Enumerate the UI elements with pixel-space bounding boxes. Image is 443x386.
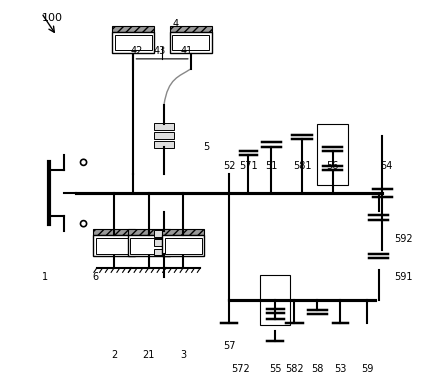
Text: 6: 6 (92, 272, 98, 282)
Text: 53: 53 (334, 364, 346, 374)
Bar (155, 141, 174, 148)
Bar (93, 235, 135, 256)
Bar (155, 239, 174, 246)
Text: 55: 55 (269, 364, 281, 374)
Text: 582: 582 (285, 364, 303, 374)
Bar (170, 32, 212, 53)
Text: 58: 58 (311, 364, 323, 374)
Bar (155, 249, 174, 256)
Text: 100: 100 (41, 13, 62, 23)
Text: 54: 54 (380, 161, 392, 171)
Bar (130, 238, 167, 254)
Bar (155, 123, 174, 130)
Text: 572: 572 (231, 364, 250, 374)
Text: 57: 57 (223, 341, 235, 351)
Bar (172, 35, 209, 51)
Bar (93, 229, 135, 235)
Text: 571: 571 (239, 161, 258, 171)
Bar (128, 229, 170, 235)
Text: 43: 43 (154, 46, 166, 56)
Text: 4: 4 (172, 19, 179, 29)
Bar (165, 238, 202, 254)
Bar (155, 132, 174, 139)
Text: 591: 591 (394, 272, 412, 282)
Text: 592: 592 (394, 234, 412, 244)
Bar (112, 26, 155, 32)
Bar (162, 229, 204, 235)
Bar (170, 26, 212, 32)
Text: 42: 42 (131, 46, 144, 56)
Text: 59: 59 (361, 364, 373, 374)
Bar (128, 235, 170, 256)
Text: 52: 52 (223, 161, 235, 171)
Bar (260, 275, 291, 325)
Text: 51: 51 (265, 161, 277, 171)
Bar (115, 35, 152, 51)
Text: 2: 2 (111, 350, 117, 360)
Bar (162, 235, 204, 256)
Text: 5: 5 (203, 142, 209, 152)
Bar (112, 32, 155, 53)
Bar (317, 124, 348, 185)
Text: 581: 581 (293, 161, 311, 171)
Bar (96, 238, 132, 254)
Text: 21: 21 (143, 350, 155, 360)
Bar (155, 230, 174, 237)
Text: 1: 1 (42, 272, 48, 282)
Text: 41: 41 (181, 46, 193, 56)
Text: 56: 56 (326, 161, 339, 171)
Text: 3: 3 (180, 350, 186, 360)
